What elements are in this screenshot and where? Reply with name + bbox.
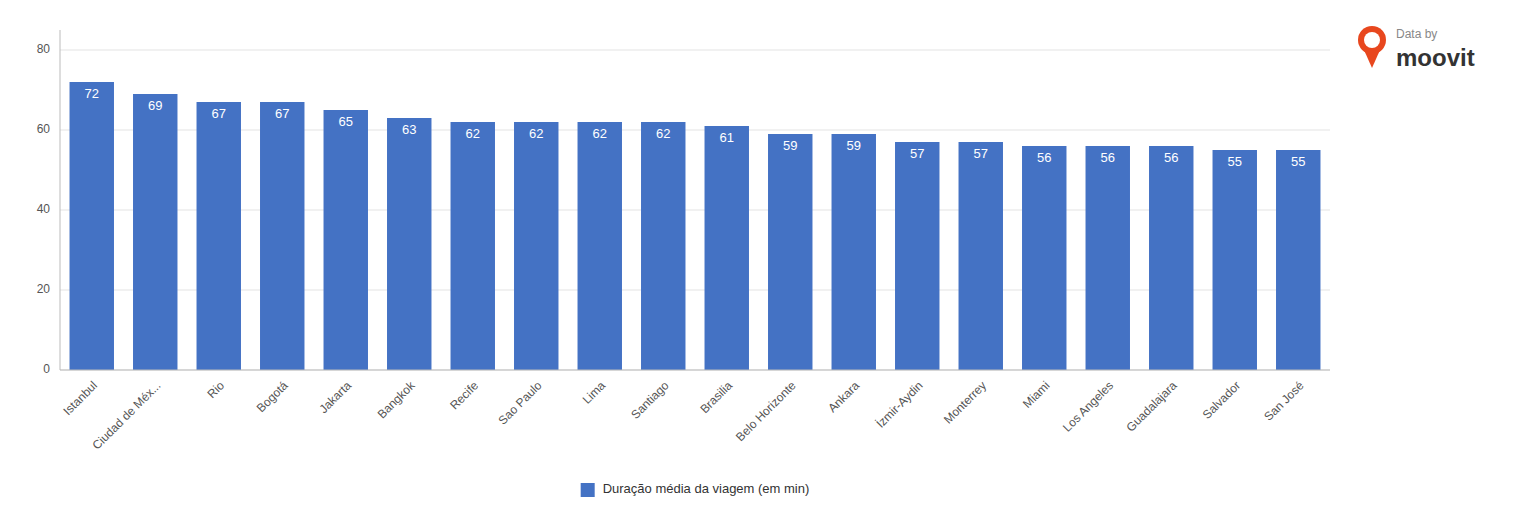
bar (387, 118, 431, 370)
bar (197, 102, 241, 370)
bar (324, 110, 368, 370)
data-label: 69 (148, 98, 162, 113)
bar (1276, 150, 1320, 370)
x-axis-line (60, 370, 1330, 371)
x-tick-label: Lima (580, 378, 609, 407)
bar (768, 134, 812, 370)
x-tick-label: Belo Horizonte (733, 378, 799, 444)
x-tick-label: Sao Paulo (496, 378, 545, 427)
x-tick-label: Ankara (825, 378, 862, 415)
x-tick-label: Miami (1020, 378, 1053, 411)
x-tick-label: Los Angeles (1060, 378, 1116, 434)
x-tick-label: Recife (447, 378, 481, 412)
data-label: 65 (339, 114, 353, 129)
data-label: 67 (212, 106, 226, 121)
bar (959, 142, 1003, 370)
y-tick-label: 20 (37, 282, 51, 296)
x-tick-label: Istanbul (60, 378, 100, 418)
data-label: 55 (1228, 154, 1242, 169)
x-tick-label: İzmir-Aydin (873, 378, 925, 430)
legend: Duração média da viagem (em min) (581, 481, 810, 497)
grid-line (60, 210, 1330, 211)
x-tick-label: Guadalajara (1123, 378, 1179, 434)
bar (133, 94, 177, 370)
legend-swatch (581, 483, 595, 497)
chart: 0 20 40 60 80 72 69 67 67 65 63 62 62 62 62 61 59 59 57 57 5… (0, 0, 1534, 512)
x-tick-label: San José (1261, 378, 1307, 424)
grid-line (60, 370, 1330, 371)
bar (1213, 150, 1257, 370)
data-label: 62 (529, 126, 543, 141)
y-tick-label: 80 (37, 42, 51, 56)
x-tick-label: Ciudad de Méx... (90, 378, 164, 452)
x-tick-label: Santiago (628, 378, 672, 422)
logo-pin (1358, 26, 1386, 54)
data-label: 62 (466, 126, 480, 141)
logo-pin-face (1364, 32, 1380, 48)
bar (514, 122, 558, 370)
annotation: Data by (1396, 27, 1437, 41)
annotation: moovit (1396, 44, 1475, 71)
x-tick-label: Bogotá (254, 378, 291, 415)
x-tick-label: Monterrey (941, 378, 989, 426)
logo-pin-tip (1364, 50, 1380, 68)
bar (578, 122, 622, 370)
grid-line (60, 290, 1330, 291)
grid-line (60, 50, 1330, 51)
data-label: 55 (1291, 154, 1305, 169)
bar (705, 126, 749, 370)
bar (832, 134, 876, 370)
data-label: 57 (910, 146, 924, 161)
bar (451, 122, 495, 370)
data-label: 62 (593, 126, 607, 141)
data-label: 72 (85, 86, 99, 101)
y-axis-line (60, 30, 61, 370)
x-tick-labels: IstanbulCiudad de Méx... Rio Bogotá Jakarta… (60, 378, 1306, 453)
data-label: 59 (847, 138, 861, 153)
data-label: 61 (720, 130, 734, 145)
legend-label: Duração média da viagem (em min) (603, 481, 810, 496)
data-labels: 72 69 67 67 65 63 62 62 62 62 61 59 59 57 57 56 56 56 55 55 (85, 86, 1306, 169)
data-label: 67 (275, 106, 289, 121)
bars (70, 82, 1321, 370)
data-label: 56 (1037, 150, 1051, 165)
data-label: 56 (1164, 150, 1178, 165)
logo: Data by moovit (1358, 26, 1475, 71)
bar (1086, 146, 1130, 370)
bar (895, 142, 939, 370)
y-tick-label: 60 (37, 122, 51, 136)
x-tick-label: Salvador (1200, 378, 1243, 421)
grid-line (60, 130, 1330, 131)
bar (260, 102, 304, 370)
data-label: 59 (783, 138, 797, 153)
grid: 0 20 40 60 80 (37, 42, 1330, 376)
x-tick-label: Bangkok (375, 378, 419, 422)
data-label: 62 (656, 126, 670, 141)
bar (1022, 146, 1066, 370)
data-label: 57 (974, 146, 988, 161)
x-tick-label: Rio (204, 378, 227, 401)
data-label: 63 (402, 122, 416, 137)
y-tick-label: 0 (43, 362, 50, 376)
x-tick-label: Jakarta (316, 378, 354, 416)
bar (70, 82, 114, 370)
y-tick-label: 40 (37, 202, 51, 216)
x-tick-label: Brasilia (697, 378, 735, 416)
data-label: 56 (1101, 150, 1115, 165)
bar (641, 122, 685, 370)
bar (1149, 146, 1193, 370)
